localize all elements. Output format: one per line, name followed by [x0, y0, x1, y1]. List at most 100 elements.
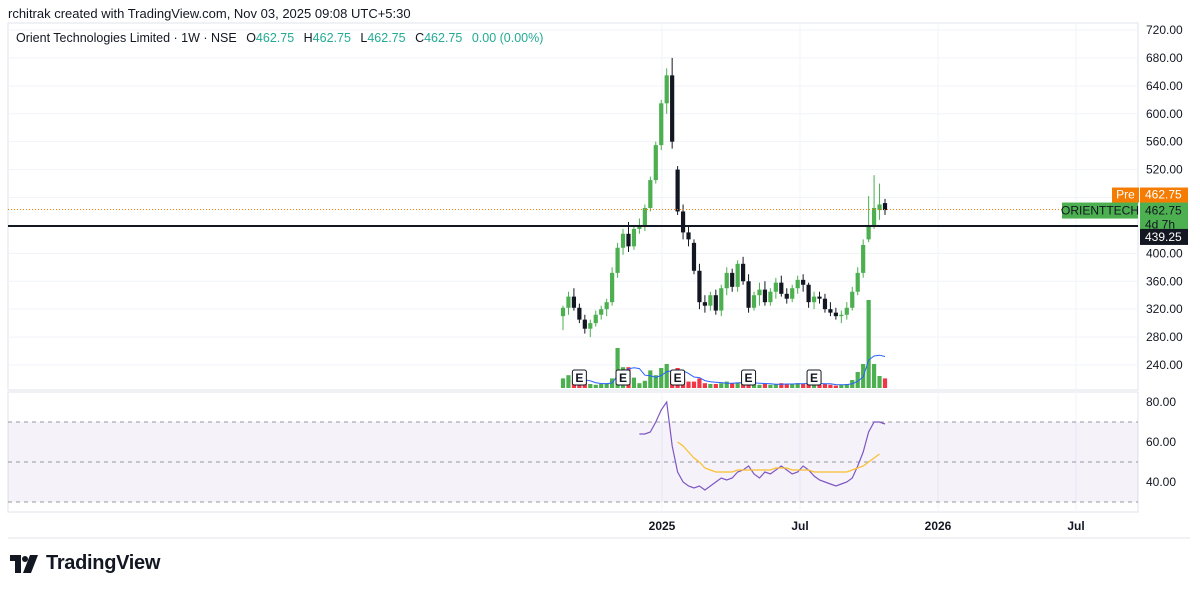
rsi-band-background: [8, 421, 1138, 503]
volume-bar: [844, 384, 849, 388]
price-axis[interactable]: 720.00680.00640.00600.00560.00520.00480.…: [1146, 23, 1183, 489]
candles: [560, 57, 888, 338]
candle-body: [773, 282, 778, 292]
candle-body: [626, 233, 631, 247]
candle-body: [680, 211, 686, 233]
candle-body: [637, 225, 642, 229]
candle-body: [746, 281, 751, 308]
candle-body: [833, 312, 838, 317]
volume-bar: [566, 375, 571, 388]
y-tick-label: 680.00: [1146, 51, 1183, 65]
candle-body: [811, 296, 817, 303]
volume-bar: [822, 384, 828, 388]
candle-body: [855, 272, 860, 292]
volume-bar: [871, 364, 877, 388]
candle-body: [566, 296, 571, 308]
candle-body: [861, 244, 866, 273]
earnings-marker: [615, 369, 631, 386]
volume-bar: [866, 300, 871, 388]
candle-body: [582, 319, 587, 329]
candle-body: [866, 225, 871, 240]
earnings-marker: [670, 369, 686, 386]
y-tick-label: 640.00: [1146, 79, 1183, 93]
rsi-tick-label: 60.00: [1146, 435, 1176, 449]
volume-bar: [855, 372, 860, 388]
time-axis[interactable]: 2025 Jul 2026 Jul: [649, 519, 1085, 533]
volume-bar: [724, 381, 729, 388]
rsi-tick-label: 80.00: [1146, 395, 1176, 409]
volume-bar: [615, 348, 620, 388]
candle-body: [560, 307, 566, 317]
x-tick-label: 2025: [649, 519, 676, 533]
y-tick-label: 400.00: [1146, 246, 1183, 260]
legend-open-value: 462.75: [255, 31, 295, 45]
tradingview-logo-icon: [10, 554, 38, 573]
last-price-bg: [1140, 202, 1188, 233]
volume-bar: [631, 377, 637, 388]
candle-body: [599, 309, 604, 315]
earnings-marker-label: E: [619, 371, 627, 385]
volume-bar: [828, 384, 833, 388]
rsi-band-fill: [8, 422, 1138, 502]
y-tick-label: 360.00: [1146, 274, 1183, 288]
x-tick-label: 2026: [925, 519, 952, 533]
volume-bar: [779, 383, 784, 388]
last-price-text: 462.75: [1145, 204, 1182, 218]
earnings-marker-label: E: [745, 371, 753, 385]
candle-body: [828, 309, 833, 313]
rsi-tick-label: 40.00: [1146, 475, 1176, 489]
pre-tag-bg: [1112, 187, 1139, 203]
y-tick-label: 320.00: [1146, 302, 1183, 316]
volume-bar: [751, 384, 757, 388]
volume-bar: [588, 384, 593, 388]
candle-body: [790, 288, 795, 299]
legend-close-label: C: [415, 31, 425, 45]
volume-bar: [664, 364, 669, 388]
volume-bar: [719, 383, 724, 388]
legend-high-value: 462.75: [312, 31, 351, 45]
volume-bar: [713, 384, 718, 388]
volume-bar: [560, 378, 566, 388]
candle-body: [659, 103, 664, 146]
candle-body: [615, 247, 620, 273]
candle-body: [801, 279, 806, 285]
candle-body: [751, 295, 757, 308]
volume-bar: [599, 384, 604, 388]
candle-body: [735, 263, 740, 287]
candle-body: [822, 298, 828, 310]
symbol-legend: Orient Technologies Limited · 1W · NSE O…: [16, 31, 543, 45]
volume-bar: [686, 381, 691, 388]
candle-body: [817, 296, 822, 299]
volume-bar: [801, 384, 806, 388]
volume-bar: [839, 384, 844, 388]
candle-body: [686, 232, 691, 240]
candle-body: [877, 204, 882, 211]
candle-body: [784, 293, 789, 299]
candle-body: [762, 289, 768, 303]
volume-ma-line: [584, 354, 886, 386]
earnings-marker: [806, 369, 822, 386]
legend-open-label: O: [246, 31, 256, 45]
volume-bar: [593, 384, 598, 388]
candle-body: [757, 289, 762, 296]
rsi-pane-frame: [7, 391, 1139, 513]
candle-body: [871, 207, 877, 226]
volume-bar: [604, 383, 609, 388]
symbol-name: Orient Technologies Limited · 1W · NSE: [16, 31, 237, 45]
candle-body: [844, 307, 849, 315]
candle-body: [675, 169, 680, 212]
candle-body: [691, 242, 697, 271]
candle-body: [850, 291, 855, 308]
candle-body: [795, 279, 800, 289]
candle-body: [882, 203, 888, 211]
volume-bar: [882, 378, 888, 388]
candle-body: [648, 180, 653, 208]
earnings-marker: [741, 369, 757, 386]
candle-body: [730, 272, 735, 287]
tradingview-logo-text: TradingView: [46, 552, 161, 574]
pre-tag-text: Pre: [1116, 188, 1135, 202]
tradingview-logo[interactable]: TradingView: [10, 552, 160, 575]
